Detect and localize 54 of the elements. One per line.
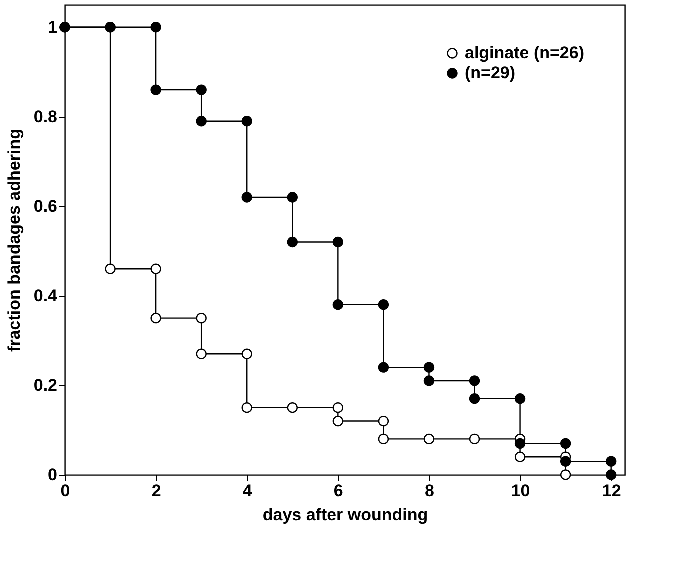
- x-tick-label: 2: [152, 482, 162, 500]
- point: [150, 84, 162, 96]
- y-tick-label: 0: [48, 466, 58, 484]
- x-tick-label: 4: [242, 482, 253, 500]
- point: [242, 116, 252, 127]
- point: [196, 84, 207, 96]
- point: [332, 236, 344, 248]
- point: [332, 416, 344, 427]
- x-axis-title: days after wounding: [262, 506, 428, 524]
- point: [242, 192, 252, 203]
- y-tick-label: 0.2: [34, 376, 58, 395]
- point: [287, 236, 298, 248]
- point: [424, 376, 435, 386]
- point: [196, 348, 207, 360]
- x-tick-label: 0: [60, 482, 70, 500]
- point: [196, 116, 207, 127]
- legend-label: (n=29): [465, 64, 516, 82]
- point: [150, 22, 162, 33]
- y-tick-label: 1: [48, 18, 58, 37]
- x-tick-label: 10: [511, 482, 530, 500]
- point: [332, 402, 344, 414]
- y-axis-title: fraction bandages adhering: [4, 129, 24, 352]
- point: [469, 434, 480, 445]
- y-tick-label: 0.4: [34, 286, 58, 306]
- point: [287, 192, 298, 203]
- point: [469, 376, 480, 386]
- point: [606, 456, 617, 467]
- x-tick-label: 8: [424, 482, 434, 500]
- point: [196, 313, 207, 324]
- point: [378, 416, 390, 427]
- point: [287, 402, 298, 414]
- point: [332, 300, 344, 310]
- point: [378, 362, 390, 373]
- x-tick-label: 12: [602, 482, 622, 500]
- point: [560, 456, 572, 467]
- point: [560, 438, 572, 449]
- point: [242, 402, 252, 414]
- y-tick-label: 0.8: [34, 107, 58, 126]
- point: [514, 394, 526, 404]
- point: [378, 434, 390, 445]
- point: [560, 470, 572, 480]
- point: [514, 438, 526, 449]
- point: [514, 452, 526, 462]
- point: [469, 394, 480, 404]
- x-tick-label: 6: [334, 482, 344, 500]
- point: [378, 300, 390, 310]
- point: [105, 264, 116, 274]
- point: [150, 264, 162, 274]
- y-tick-label: 0.6: [34, 196, 58, 216]
- point: [424, 362, 435, 373]
- legend-label: alginate (n=26): [465, 44, 585, 62]
- point: [242, 348, 252, 360]
- point: [150, 313, 162, 324]
- point: [424, 434, 435, 445]
